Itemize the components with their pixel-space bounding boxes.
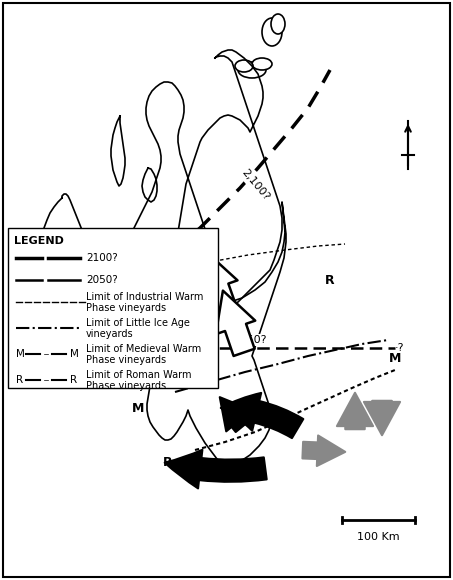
Text: 2050?: 2050? — [86, 275, 118, 285]
Text: vineyards: vineyards — [86, 329, 134, 339]
Text: Limit of Little Ice Age: Limit of Little Ice Age — [86, 318, 190, 328]
Text: 2,100?: 2,100? — [239, 168, 271, 202]
FancyArrowPatch shape — [303, 436, 345, 466]
Polygon shape — [142, 168, 157, 202]
FancyArrowPatch shape — [364, 401, 400, 435]
Text: 100 Km: 100 Km — [357, 532, 400, 542]
Text: ·?: ·? — [395, 343, 405, 353]
Text: R: R — [70, 375, 77, 385]
Text: M: M — [16, 349, 25, 359]
Polygon shape — [126, 82, 286, 468]
Text: R: R — [219, 462, 229, 474]
Ellipse shape — [252, 58, 272, 70]
Text: Phase vineyards: Phase vineyards — [86, 303, 166, 313]
FancyArrowPatch shape — [198, 251, 237, 317]
Text: Limit of Medieval Warm: Limit of Medieval Warm — [86, 344, 201, 354]
FancyArrowPatch shape — [216, 291, 255, 356]
FancyArrowPatch shape — [221, 393, 304, 438]
FancyArrowPatch shape — [165, 450, 267, 488]
Text: R: R — [325, 274, 335, 287]
Text: ?: ? — [77, 343, 83, 353]
Text: 2100?: 2100? — [86, 253, 118, 263]
Text: 2,050?: 2,050? — [229, 335, 267, 345]
Polygon shape — [38, 194, 107, 343]
FancyArrowPatch shape — [337, 393, 373, 429]
Text: Limit of Industrial Warm: Limit of Industrial Warm — [86, 292, 203, 302]
Text: M: M — [389, 351, 401, 364]
FancyBboxPatch shape — [8, 228, 218, 388]
Ellipse shape — [262, 18, 282, 46]
Polygon shape — [111, 116, 125, 186]
Text: LEGEND: LEGEND — [14, 236, 64, 246]
Text: M: M — [70, 349, 79, 359]
FancyArrowPatch shape — [220, 397, 252, 432]
Text: R: R — [16, 375, 23, 385]
Text: Limit of Roman Warm: Limit of Roman Warm — [86, 370, 192, 380]
Ellipse shape — [148, 300, 168, 328]
Text: Phase vineyards: Phase vineyards — [86, 381, 166, 391]
Ellipse shape — [271, 14, 285, 34]
Text: M: M — [132, 401, 144, 415]
Ellipse shape — [235, 60, 253, 72]
Text: Phase vineyards: Phase vineyards — [86, 355, 166, 365]
Text: R: R — [163, 455, 173, 469]
Ellipse shape — [238, 62, 266, 78]
Text: ?: ? — [77, 290, 83, 300]
Polygon shape — [175, 50, 282, 305]
